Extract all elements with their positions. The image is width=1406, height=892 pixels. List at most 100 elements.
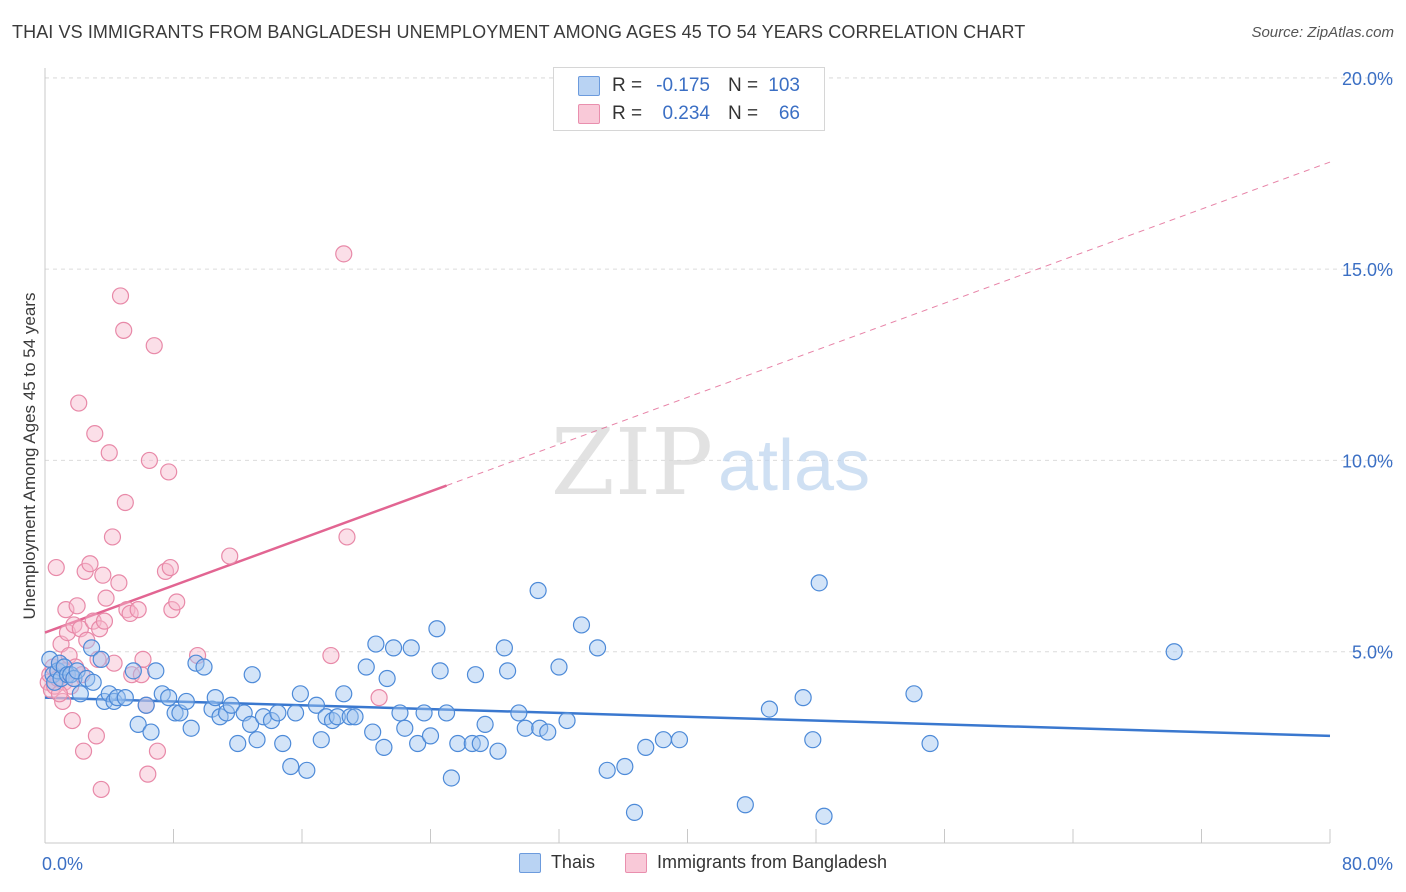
r-value: -0.175 xyxy=(656,75,710,96)
correlation-legend: R = -0.175 N = 103 R = 0.234 N = 66 xyxy=(553,67,825,131)
point-thais xyxy=(670,731,689,749)
point-thais xyxy=(177,692,195,711)
point-bangladesh xyxy=(145,337,163,355)
point-thais xyxy=(495,639,513,657)
point-bangladesh xyxy=(115,321,133,339)
point-thais xyxy=(760,700,779,718)
y-tick-label: 20.0% xyxy=(1342,69,1393,89)
point-bangladesh xyxy=(140,451,159,470)
points-thais xyxy=(41,574,1183,825)
point-bangladesh xyxy=(74,742,93,760)
point-bangladesh xyxy=(161,558,179,577)
point-thais xyxy=(242,715,260,734)
point-thais xyxy=(291,685,309,703)
trend-line-bangladesh xyxy=(44,161,1331,634)
point-thais xyxy=(516,719,534,737)
point-thais xyxy=(531,719,549,737)
source-label: Source: ZipAtlas.com xyxy=(1251,24,1394,41)
chart-title: THAI VS IMMIGRANTS FROM BANGLADESH UNEMP… xyxy=(12,22,1026,42)
point-thais xyxy=(124,662,142,680)
point-bangladesh xyxy=(370,689,388,707)
trend-line-bangladesh-dashed xyxy=(446,161,1331,487)
point-thais xyxy=(449,734,467,753)
point-thais xyxy=(736,796,754,814)
legend-item-thais[interactable]: Thais xyxy=(518,852,595,873)
point-thais xyxy=(206,689,224,707)
point-thais xyxy=(147,662,165,680)
point-thais xyxy=(269,704,287,722)
point-thais xyxy=(810,574,828,592)
point-thais xyxy=(625,803,644,821)
point-thais xyxy=(364,723,382,741)
thais-swatch xyxy=(578,76,600,96)
point-thais xyxy=(588,639,607,657)
point-thais xyxy=(550,658,568,676)
legend-item-bangladesh[interactable]: Immigrants from Bangladesh xyxy=(624,852,888,873)
point-bangladesh xyxy=(335,245,353,263)
point-thais xyxy=(510,704,528,722)
n-value: 103 xyxy=(768,75,800,96)
point-thais xyxy=(341,708,359,726)
point-thais xyxy=(476,715,494,734)
point-thais xyxy=(84,673,102,691)
point-thais xyxy=(539,723,557,741)
point-thais xyxy=(229,734,247,753)
point-thais xyxy=(274,734,292,753)
point-thais xyxy=(804,731,822,749)
watermark-zip: ZIP xyxy=(551,409,713,516)
point-thais xyxy=(815,807,833,825)
series-legend: Thais Immigrants from Bangladesh xyxy=(0,852,1406,873)
point-thais xyxy=(558,711,576,730)
trend-line-thais xyxy=(44,696,1331,738)
point-bangladesh xyxy=(47,558,65,577)
point-thais xyxy=(282,757,300,776)
point-thais xyxy=(82,639,101,657)
bangladesh-swatch xyxy=(578,104,600,124)
y-tick-label: 5.0% xyxy=(1352,643,1393,663)
point-thais xyxy=(616,757,634,776)
point-thais xyxy=(286,704,305,722)
point-bangladesh xyxy=(134,650,152,668)
axes xyxy=(44,68,1331,844)
point-thais xyxy=(1165,643,1183,661)
point-bangladesh xyxy=(103,528,122,546)
point-thais xyxy=(489,742,507,760)
legend-label-thais: Thais xyxy=(550,852,595,872)
point-thais xyxy=(142,723,160,741)
legend-row-thais: R = -0.175 N = 103 xyxy=(554,72,824,100)
r-label: R = xyxy=(612,103,643,124)
point-thais xyxy=(402,639,420,657)
point-bangladesh xyxy=(338,528,356,546)
point-thais xyxy=(378,669,396,688)
point-bangladesh xyxy=(116,493,134,512)
point-thais xyxy=(187,654,205,672)
point-bangladesh xyxy=(81,555,99,573)
point-thais xyxy=(442,769,460,787)
point-thais xyxy=(92,650,110,668)
point-thais xyxy=(71,685,89,703)
point-bangladesh xyxy=(68,597,86,615)
point-thais xyxy=(367,635,385,653)
point-bangladesh xyxy=(94,566,112,584)
point-thais xyxy=(905,685,923,703)
legend-label-bangladesh: Immigrants from Bangladesh xyxy=(656,852,888,872)
thais-swatch xyxy=(518,852,541,873)
point-thais xyxy=(357,658,375,676)
gridlines xyxy=(45,77,1395,653)
point-thais xyxy=(529,581,547,600)
point-thais xyxy=(129,715,147,734)
point-thais xyxy=(428,620,446,638)
x-tick-label: 0.0% xyxy=(42,854,83,874)
point-thais xyxy=(222,696,240,714)
n-label: N = xyxy=(728,103,759,124)
n-label: N = xyxy=(728,75,759,96)
points-bangladesh xyxy=(39,245,388,799)
point-thais xyxy=(794,689,812,707)
point-thais xyxy=(375,738,393,756)
r-label: R = xyxy=(612,75,643,96)
point-thais xyxy=(243,666,261,684)
trend-line-thais-segment xyxy=(44,696,1331,738)
trend-line-bangladesh-solid xyxy=(44,484,447,634)
point-thais xyxy=(391,704,409,722)
